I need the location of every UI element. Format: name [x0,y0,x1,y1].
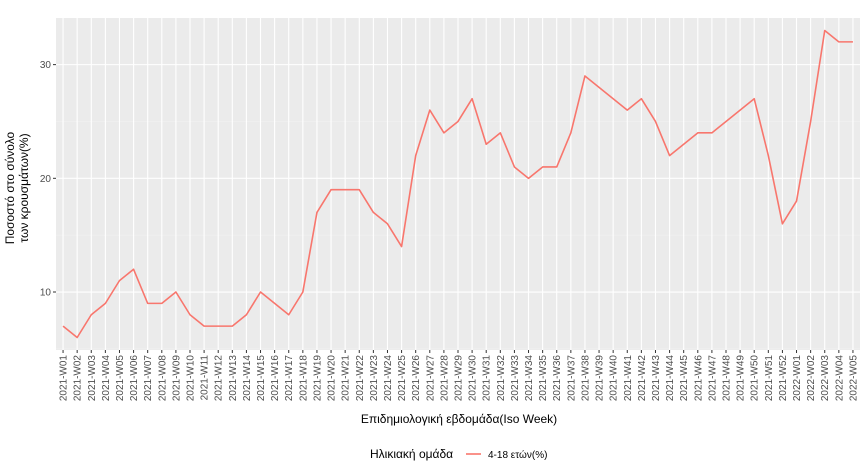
x-tick-label: 2021-W45 [679,355,690,402]
x-tick-label: 2021-W29 [454,355,465,402]
x-tick-label: 2021-W46 [693,355,704,402]
x-tick-label: 2021-W03 [87,355,98,402]
x-tick-label: 2021-W28 [439,355,450,402]
x-tick-label: 2021-W49 [736,355,747,402]
x-tick-label: 2021-W01 [59,355,70,402]
series-layer [62,29,853,339]
x-tick-label: 2021-W20 [327,355,338,402]
y-axis-title-line-2: των κρουσμάτων(%) [17,133,31,242]
legend: Ηλικιακή ομάδα 4-18 ετών(%) [370,447,547,461]
x-tick-label: 2021-W51 [764,355,775,402]
x-tick-label: 2021-W23 [369,355,380,402]
x-tick-label: 2021-W41 [623,355,634,402]
x-tick-label: 2021-W19 [312,355,323,402]
x-tick-label: 2021-W09 [171,355,182,402]
x-tick-label: 2021-W10 [186,355,197,402]
x-tick-label: 2021-W52 [778,355,789,402]
x-tick-label: 2021-W47 [707,355,718,402]
x-tick-label: 2022-W05 [848,355,859,402]
x-tick-label: 2021-W15 [256,355,267,402]
x-tick-label: 2021-W06 [129,355,140,402]
x-tick-label: 2022-W04 [834,355,845,402]
x-axis-title: Επιδημιολογική εβδομάδα(Iso Week) [361,412,557,426]
legend-title: Ηλικιακή ομάδα [370,447,453,461]
x-tick-label: 2021-W04 [101,355,112,402]
x-tick-label: 2021-W17 [284,355,295,402]
x-tick-label: 2021-W38 [580,355,591,402]
x-tick-label: 2021-W50 [750,355,761,402]
x-tick-label: 2021-W07 [143,355,154,402]
x-tick-label: 2021-W11 [200,355,211,401]
x-tick-label: 2021-W13 [228,355,239,402]
x-tick-label: 2021-W44 [665,355,676,402]
grid-major [56,18,860,350]
x-tick-label: 2021-W26 [411,355,422,402]
x-tick-label: 2021-W33 [510,355,521,402]
x-tick-label: 2021-W37 [566,355,577,402]
x-tick-label: 2021-W30 [468,355,479,402]
x-tick-label: 2021-W39 [595,355,606,402]
x-tick-label: 2021-W42 [637,355,648,402]
x-tick-label: 2021-W32 [496,355,507,402]
x-axis: 2021-W01 2021-W02 2021-W03 2021-W04 2021-W05… [59,350,859,402]
x-tick-label: 2021-W35 [538,355,549,402]
x-tick-label: 2021-W22 [355,355,366,402]
x-tick-label: 2021-W18 [298,355,309,402]
x-tick-label: 2021-W14 [242,355,253,402]
x-tick-label: 2021-W27 [425,355,436,402]
x-tick-label: 2021-W36 [552,355,563,402]
x-tick-label: 2021-W31 [482,355,493,402]
x-tick-label: 2021-W02 [73,355,84,402]
x-tick-label: 2021-W43 [651,355,662,402]
y-axis-title-line-1: Ποσοστό στο σύνολο [3,131,17,244]
x-tick-label: 2021-W24 [383,355,394,402]
x-tick-label: 2022-W01 [792,355,803,402]
x-tick-label: 2021-W40 [609,355,620,402]
x-tick-label: 2021-W05 [115,355,126,402]
x-tick-label: 2022-W02 [806,355,817,402]
y-tick-label: 30 [40,60,52,71]
x-tick-label: 2021-W34 [524,355,535,402]
y-axis-title: Ποσοστό στο σύνολο των κρουσμάτων(%) [3,131,31,244]
y-tick-label: 10 [40,288,52,299]
x-tick-label: 2022-W03 [820,355,831,402]
x-tick-label: 2021-W12 [214,355,225,402]
y-axis: 10 20 30 [40,60,56,299]
x-tick-label: 2021-W08 [157,355,168,402]
x-tick-label: 2021-W21 [341,355,352,402]
legend-label: 4-18 ετών(%) [488,449,547,461]
x-tick-label: 2021-W16 [270,355,281,402]
x-tick-label: 2021-W48 [722,355,733,402]
y-tick-label: 20 [40,174,52,185]
x-tick-label: 2021-W25 [397,355,408,402]
